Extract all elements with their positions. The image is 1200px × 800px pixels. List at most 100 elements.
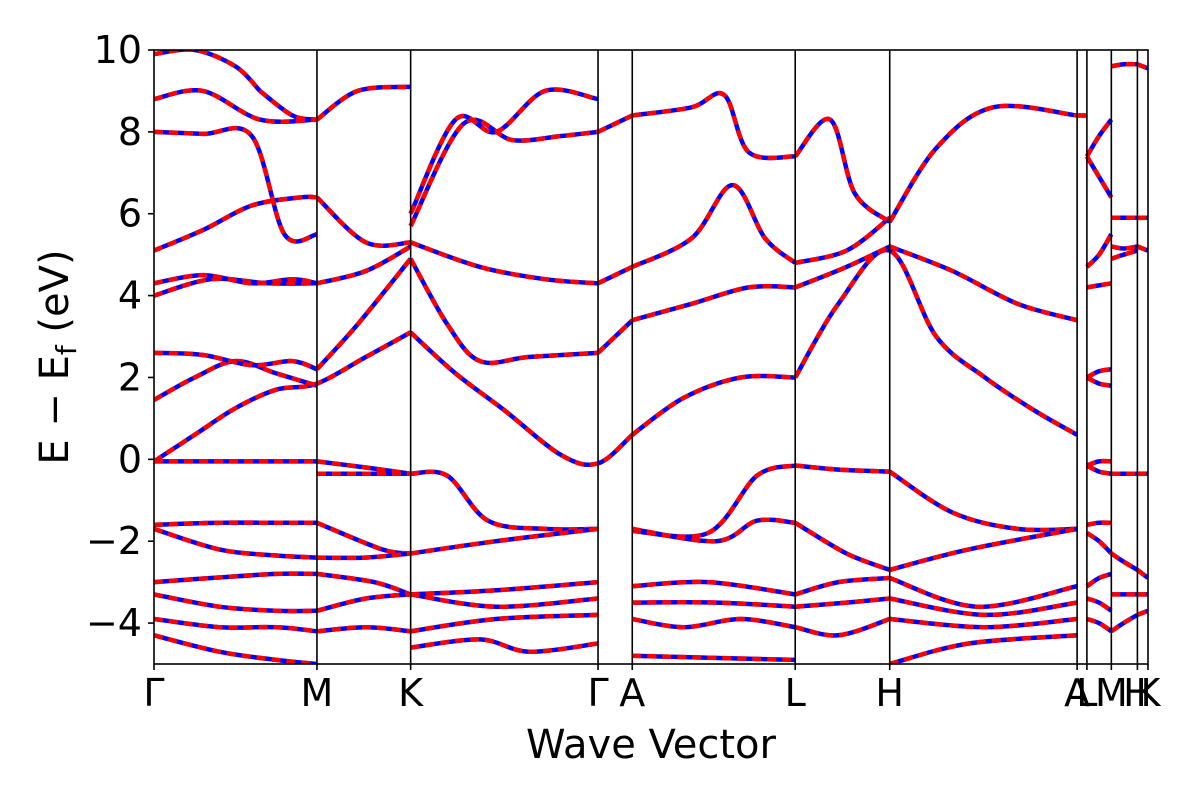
- band-line-blue-45: [154, 526, 318, 560]
- band-line-red-22: [154, 87, 318, 124]
- band-line-red-63: [794, 616, 891, 638]
- band-line-red-5: [154, 350, 318, 372]
- band-line-red-81: [1086, 596, 1113, 613]
- band-line-blue-9: [631, 283, 796, 323]
- band-line-red-25: [408, 87, 599, 215]
- band-line-red-95: [1136, 568, 1148, 580]
- x-tick-label-1: M: [301, 671, 334, 715]
- y-tick-label-6: 8: [118, 110, 142, 154]
- band-line-red-31: [258, 89, 318, 122]
- x-tick-label-0: Γ: [143, 671, 164, 715]
- band-line-red-3: [793, 247, 1079, 437]
- kpoint-lines-layer: [316, 50, 1139, 664]
- band-line-red-28: [793, 116, 892, 224]
- band-line-red-13: [154, 272, 318, 286]
- band-line-red-86: [1110, 248, 1139, 261]
- band-line-red-0: [154, 330, 412, 464]
- band-line-red-41: [410, 526, 599, 556]
- band-line-blue-36: [632, 463, 796, 539]
- x-tick-label-5: L: [785, 671, 806, 715]
- band-line-red-88: [1110, 551, 1139, 572]
- band-line-blue-40: [316, 520, 411, 556]
- y-axis-title-main: E − E: [32, 355, 78, 465]
- y-tick-label-0: −4: [86, 601, 142, 645]
- band-line-red-26: [597, 113, 634, 134]
- band-line-red-52: [888, 575, 1078, 609]
- band-line-red-66: [410, 637, 599, 654]
- x-tick-label-8: L: [1076, 671, 1097, 715]
- band-line-red-23: [315, 84, 411, 122]
- band-line-red-91: [1136, 62, 1148, 71]
- y-tick-label-4: 4: [118, 274, 142, 318]
- band-line-blue-17: [409, 240, 599, 286]
- band-line-red-27: [631, 90, 796, 161]
- band-line-red-18: [597, 264, 634, 286]
- band-line-red-47: [154, 571, 318, 585]
- band-line-blue-19: [631, 182, 797, 269]
- y-axis-title: E − Ef (eV): [32, 249, 83, 464]
- band-line-red-77: [1085, 463, 1112, 476]
- band-line-red-65: [154, 633, 318, 664]
- band-line-red-58: [889, 596, 1078, 618]
- band-line-red-68: [889, 633, 1078, 664]
- y-tick-label-2: 0: [118, 437, 142, 481]
- band-line-red-93: [1136, 244, 1148, 253]
- band-line-red-4: [154, 358, 318, 402]
- band-line-red-73: [1085, 233, 1114, 269]
- band-line-blue-21: [154, 125, 318, 244]
- y-tick-label-1: −2: [86, 519, 142, 563]
- y-axis-title-subscript: f: [50, 344, 83, 355]
- band-line-red-56: [632, 600, 796, 609]
- band-line-red-30: [154, 50, 262, 93]
- band-line-red-7: [408, 257, 599, 366]
- band-line-red-97: [1136, 608, 1148, 617]
- band-line-red-33: [316, 459, 411, 476]
- band-line-blue-48: [316, 571, 412, 597]
- band-line-red-62: [631, 616, 796, 630]
- band-line-red-78: [1086, 520, 1112, 528]
- band-line-blue-63: [794, 616, 891, 638]
- y-axis-title-unit: (eV): [32, 249, 78, 345]
- y-tick-label-5: 6: [118, 192, 142, 236]
- band-line-blue-44: [889, 526, 1078, 573]
- band-line-red-57: [795, 596, 890, 609]
- band-line-red-59: [154, 616, 318, 634]
- x-tick-label-2: K: [398, 671, 424, 715]
- band-line-red-29: [887, 103, 1078, 224]
- x-tick-label-6: H: [875, 671, 904, 715]
- band-line-blue-23: [315, 84, 411, 122]
- band-line-red-43: [794, 520, 891, 573]
- band-line-red-75: [1085, 375, 1112, 388]
- band-line-red-11: [888, 244, 1078, 323]
- band-line-red-72: [1086, 281, 1112, 290]
- band-line-red-64: [889, 616, 1078, 630]
- x-axis-title: Wave Vector: [526, 722, 777, 768]
- band-line-red-60: [316, 624, 411, 634]
- band-line-red-15: [154, 194, 318, 253]
- band-line-red-70: [1084, 118, 1114, 158]
- band-line-red-46: [316, 551, 411, 561]
- band-line-red-35: [410, 469, 599, 532]
- x-tick-label-9: M: [1095, 671, 1128, 715]
- band-line-red-17: [409, 240, 599, 286]
- band-line-red-38: [888, 469, 1078, 533]
- band-line-red-16: [315, 195, 411, 248]
- y-tick-label-3: 2: [118, 355, 142, 399]
- band-line-blue-28: [793, 116, 892, 224]
- band-line-red-61: [410, 612, 599, 634]
- plot-frame: [153, 49, 1149, 665]
- x-tick-label-3: Γ: [587, 671, 608, 715]
- band-line-red-71: [1084, 155, 1114, 199]
- band-line-red-36: [632, 463, 796, 539]
- band-line-red-10: [794, 244, 891, 290]
- x-tick-label-10: H: [1123, 671, 1152, 715]
- band-line-red-8: [596, 318, 634, 355]
- band-line-blue-1: [409, 330, 634, 468]
- band-line-red-54: [316, 592, 411, 613]
- band-line-blue-3: [793, 247, 1079, 437]
- band-line-red-42: [631, 517, 796, 544]
- x-tick-label-7: A: [1064, 671, 1090, 715]
